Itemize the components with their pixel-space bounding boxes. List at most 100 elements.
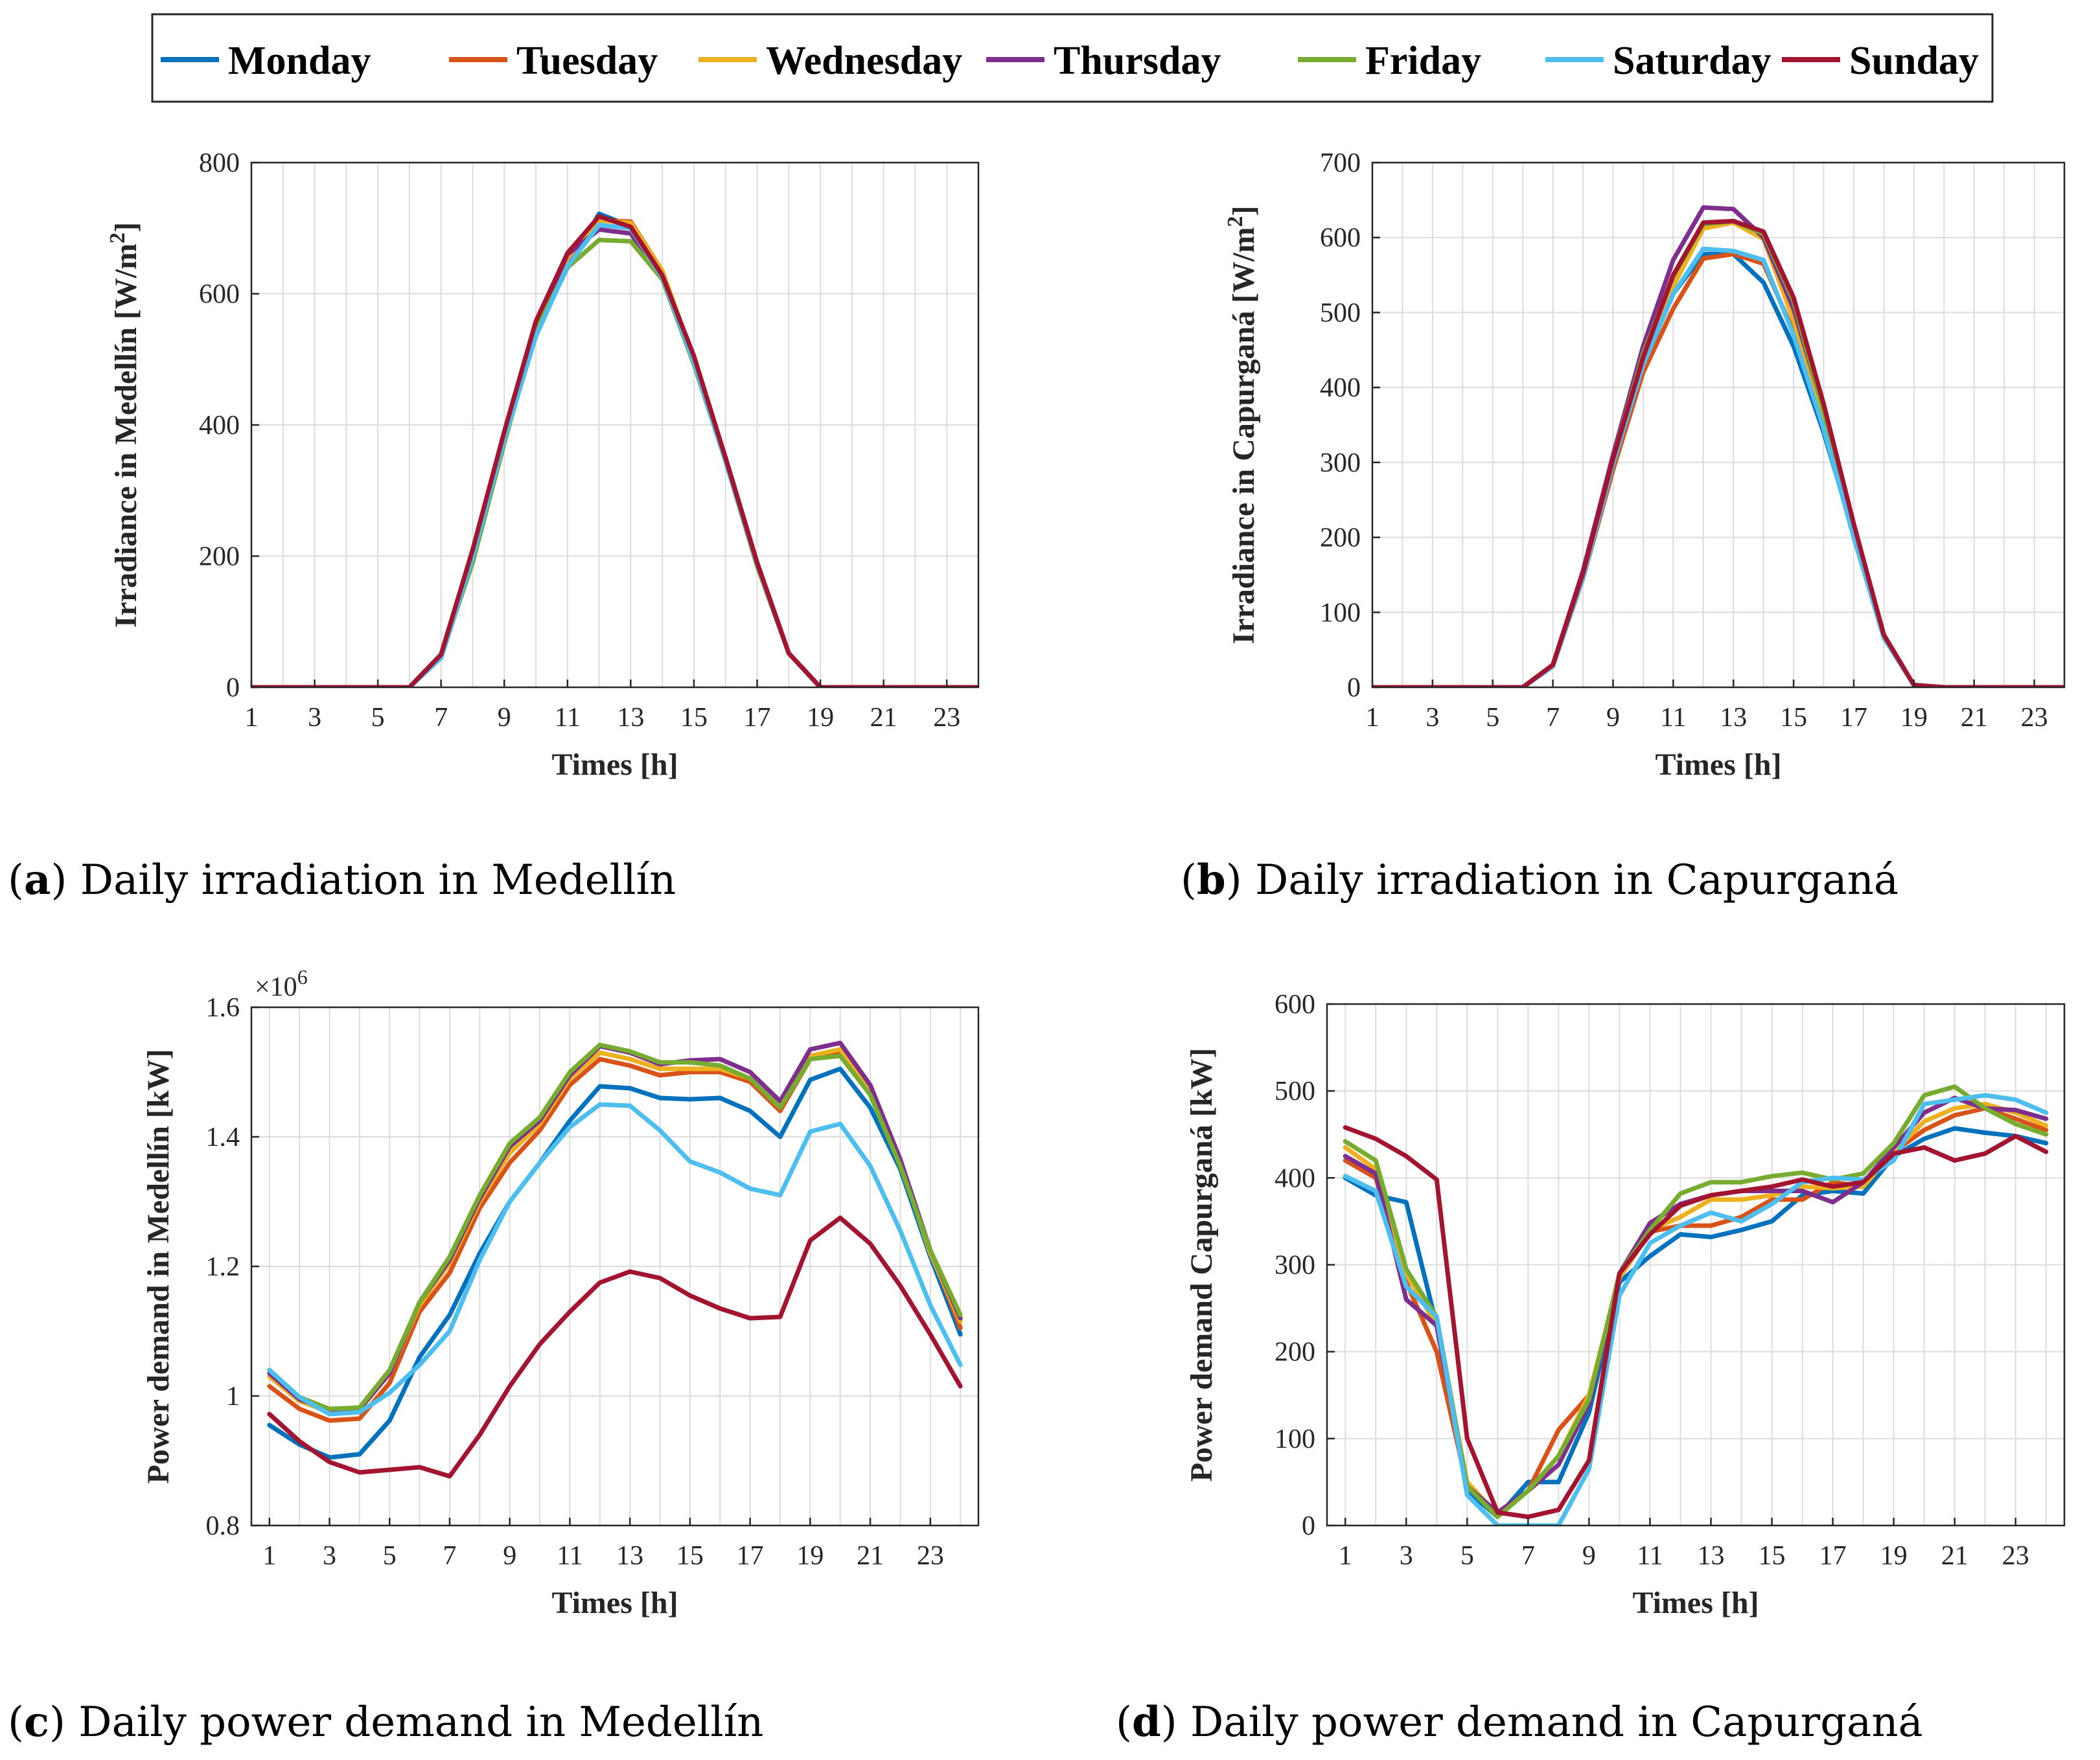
series-line-thursday (1372, 205, 2064, 687)
y-tick-label: 200 (1275, 1338, 1315, 1367)
x-axis-label: Times [h] (1655, 748, 1781, 782)
y-tick-label: 600 (199, 280, 240, 310)
chart-capurgana-power-demand: 1 3 5 7 9 11 13 15 17 19 21 230100200300400500600Ti… (1184, 990, 2066, 1620)
y-tick-label: 100 (1275, 1424, 1315, 1454)
series-line-friday (251, 238, 978, 687)
y-tick-label: 200 (199, 542, 240, 572)
caption-d: (d) Daily power demand in Capurganá (1116, 1698, 1923, 1746)
series-group (251, 211, 978, 687)
series-line-tuesday (1372, 251, 2064, 687)
y-tick-label: 1.2 (206, 1252, 240, 1282)
x-tick-label: 3 (323, 1541, 336, 1571)
y-axis-label: Irradiance in Capurganá [W/m2] (1223, 206, 1262, 645)
legend-label-monday: Monday (228, 39, 371, 83)
y-tick-label: 0 (226, 673, 240, 703)
y-tick-label: 500 (1320, 298, 1361, 328)
series-line-saturday (251, 222, 978, 687)
series-line-saturday (1343, 1093, 2049, 1526)
x-tick-label: 21 (870, 703, 897, 733)
legend-item-wednesday: Wednesday (698, 39, 962, 83)
x-tick-label: 5 (1486, 703, 1499, 733)
x-tick-label: 5 (371, 703, 385, 733)
x-tick-label: 15 (1780, 703, 1807, 733)
x-tick-label: 7 (434, 703, 448, 733)
y-tick-label: 400 (1275, 1163, 1315, 1193)
x-tick-label: 19 (807, 703, 834, 733)
y-tick-label: 800 (199, 148, 240, 178)
x-tick-label: 13 (617, 703, 644, 733)
y-tick-label: 300 (1275, 1251, 1315, 1281)
x-tick-label: 23 (2021, 703, 2048, 733)
series-line-sunday (251, 214, 978, 687)
x-tick-label: 11 (1660, 703, 1686, 733)
x-tick-label: 5 (1460, 1541, 1474, 1571)
series-line-sunday (267, 1215, 963, 1479)
x-tick-label: 1 (245, 703, 259, 733)
legend-item-sunday: Sunday (1782, 39, 1979, 83)
x-tick-label: 7 (1546, 703, 1560, 733)
series-group (1372, 205, 2064, 687)
grid (251, 163, 978, 687)
x-tick-label: 17 (1819, 1541, 1847, 1571)
y-tick-label: 400 (199, 411, 240, 440)
series-line-wednesday (1372, 220, 2064, 687)
series-line-sunday (1343, 1125, 2049, 1520)
y-tick-label: 0 (1302, 1511, 1315, 1541)
x-axis-label: Times [h] (1632, 1586, 1759, 1620)
y-tick-label: 0.8 (206, 1511, 240, 1541)
x-tick-label: 7 (443, 1541, 457, 1571)
x-tick-label: 13 (616, 1541, 643, 1571)
x-tick-label: 9 (1606, 703, 1620, 733)
caption-b: (b) Daily irradiation in Capurganá (1181, 856, 1898, 904)
x-tick-label: 17 (1840, 703, 1867, 733)
x-tick-label: 1 (1366, 703, 1379, 733)
legend-item-friday: Friday (1298, 39, 1481, 83)
x-tick-label: 3 (308, 703, 321, 733)
x-axis-label: Times [h] (551, 748, 678, 782)
x-tick-label: 13 (1698, 1541, 1725, 1571)
y-tick-label: 400 (1320, 373, 1361, 403)
x-tick-label: 11 (557, 1541, 583, 1571)
x-tick-label: 13 (1720, 703, 1747, 733)
series-line-sunday (1372, 218, 2064, 687)
x-axis-label: Times [h] (551, 1586, 678, 1620)
y-tick-label: 700 (1320, 148, 1361, 178)
legend-item-thursday: Thursday (986, 39, 1221, 83)
series-line-monday (267, 1066, 963, 1460)
x-tick-label: 23 (917, 1541, 944, 1571)
x-tick-label: 23 (933, 703, 960, 733)
x-tick-label: 9 (503, 1541, 516, 1571)
x-tick-label: 11 (1637, 1541, 1663, 1571)
y-axis-label: Irradiance in Medellín [W/m2] (106, 222, 144, 628)
legend-item-tuesday: Tuesday (449, 39, 658, 83)
y-tick-label: 1.6 (206, 993, 240, 1023)
legend-label-sunday: Sunday (1849, 39, 1979, 83)
y-tick-label: 300 (1320, 448, 1361, 478)
y-axis-label: Power demand in Medellín [kW] (141, 1049, 176, 1483)
x-tick-label: 11 (555, 703, 581, 733)
legend-label-wednesday: Wednesday (766, 39, 962, 83)
series-line-saturday (267, 1102, 963, 1417)
chart-capurgana-irradiance: 1 3 5 7 9 11 13 15 17 19 21 23010020030040050060070… (1223, 148, 2066, 782)
x-tick-label: 21 (1961, 703, 1988, 733)
x-tick-label: 17 (737, 1541, 764, 1571)
legend-item-saturday: Saturday (1545, 39, 1771, 83)
x-tick-label: 15 (676, 1541, 704, 1571)
x-tick-label: 17 (744, 703, 771, 733)
legend-label-tuesday: Tuesday (516, 39, 658, 83)
x-tick-label: 23 (2002, 1541, 2029, 1571)
y-tick-label: 0 (1347, 673, 1361, 703)
y-axis-label: Power demand Capurganá [kW] (1184, 1048, 1219, 1482)
legend-item-monday: Monday (161, 39, 371, 83)
x-tick-label: 21 (857, 1541, 884, 1571)
series-group (267, 1040, 963, 1479)
caption-a: (a) Daily irradiation in Medellín (8, 856, 676, 904)
y-tick-label: 1.4 (206, 1123, 240, 1152)
axes-frame (1371, 161, 2066, 689)
legend-label-friday: Friday (1365, 39, 1481, 83)
series-line-thursday (251, 227, 978, 687)
x-tick-label: 3 (1400, 1541, 1413, 1571)
